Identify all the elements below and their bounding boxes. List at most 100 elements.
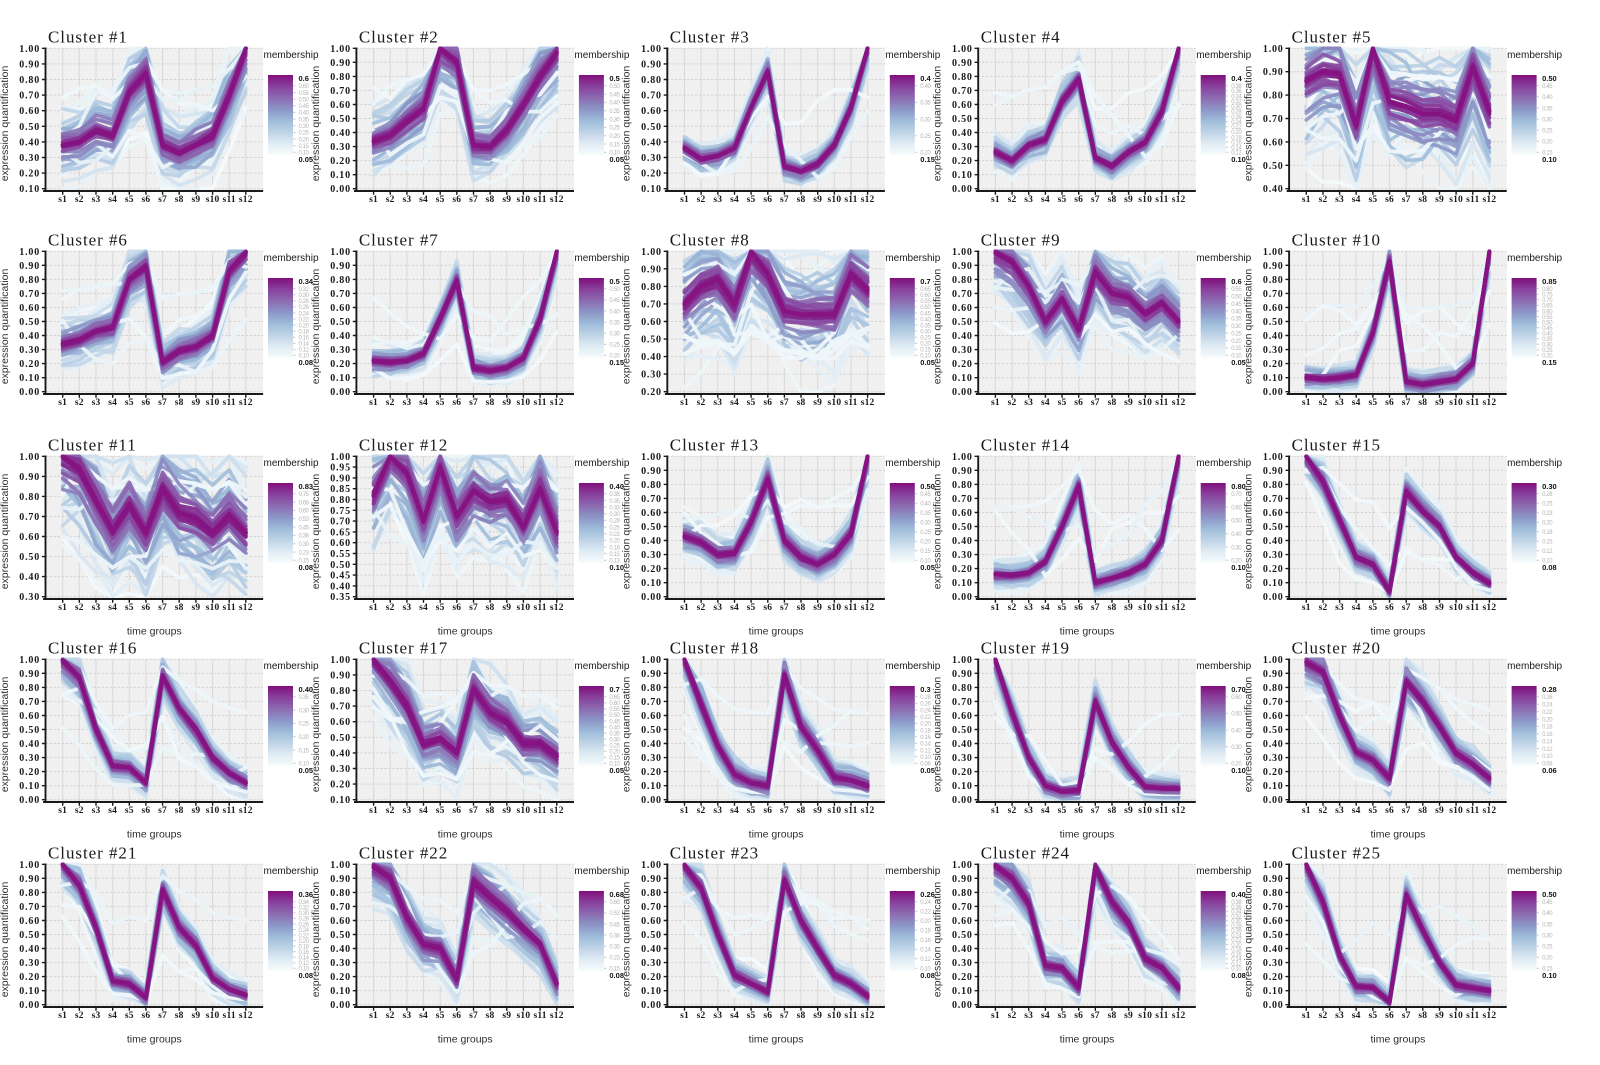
- svg-text:membership: membership: [1196, 50, 1251, 61]
- svg-text:s6: s6: [1074, 806, 1083, 816]
- svg-text:s3: s3: [92, 806, 101, 816]
- svg-text:0.45: 0.45: [920, 492, 931, 498]
- svg-text:s8: s8: [797, 603, 806, 613]
- svg-text:s3: s3: [1024, 603, 1033, 613]
- svg-text:0.28: 0.28: [1542, 685, 1557, 694]
- svg-text:time groups: time groups: [749, 626, 804, 638]
- svg-text:s2: s2: [697, 603, 706, 613]
- svg-text:1.00: 1.00: [19, 452, 40, 463]
- svg-text:0.28: 0.28: [920, 695, 931, 701]
- svg-text:0.16: 0.16: [920, 938, 931, 944]
- svg-text:0.20: 0.20: [952, 972, 973, 983]
- svg-text:0.20: 0.20: [1542, 354, 1553, 360]
- svg-text:s1: s1: [1302, 603, 1311, 613]
- svg-text:membership: membership: [885, 866, 940, 877]
- svg-text:0.24: 0.24: [1231, 933, 1242, 939]
- svg-text:0.00: 0.00: [1263, 795, 1284, 806]
- svg-text:1.00: 1.00: [641, 860, 662, 871]
- svg-text:0.90: 0.90: [952, 874, 973, 885]
- svg-text:1.00: 1.00: [330, 655, 351, 666]
- svg-text:Cluster #25: Cluster #25: [1292, 844, 1381, 863]
- svg-text:s3: s3: [402, 1011, 411, 1021]
- svg-text:s5: s5: [436, 806, 445, 816]
- svg-text:s12: s12: [239, 603, 253, 613]
- svg-text:0.25: 0.25: [1231, 331, 1242, 337]
- svg-text:0.14: 0.14: [920, 948, 931, 954]
- svg-text:0.20: 0.20: [299, 735, 310, 741]
- svg-text:0.30: 0.30: [609, 944, 620, 950]
- svg-text:0.20: 0.20: [1231, 943, 1242, 949]
- svg-text:s8: s8: [1108, 806, 1117, 816]
- svg-text:Cluster #20: Cluster #20: [1292, 639, 1381, 658]
- svg-text:0.40: 0.40: [641, 536, 662, 547]
- svg-text:membership: membership: [264, 50, 319, 61]
- svg-text:0.10: 0.10: [920, 755, 931, 761]
- svg-text:0.35: 0.35: [299, 695, 310, 701]
- svg-text:s8: s8: [797, 1011, 806, 1021]
- svg-text:s3: s3: [1024, 1011, 1033, 1021]
- svg-text:0.40: 0.40: [952, 944, 973, 955]
- svg-text:0.20: 0.20: [609, 539, 620, 545]
- svg-text:0.45: 0.45: [609, 92, 620, 98]
- svg-text:s2: s2: [697, 1011, 706, 1021]
- svg-text:s3: s3: [92, 398, 101, 408]
- svg-text:s4: s4: [1352, 195, 1361, 205]
- svg-text:Cluster #16: Cluster #16: [48, 639, 137, 658]
- svg-text:s2: s2: [1008, 603, 1017, 613]
- svg-text:Cluster #24: Cluster #24: [981, 844, 1070, 863]
- svg-text:0.35: 0.35: [920, 101, 931, 107]
- svg-text:0.80: 0.80: [19, 492, 40, 503]
- svg-text:s6: s6: [141, 1011, 150, 1021]
- svg-text:0.23: 0.23: [299, 550, 310, 556]
- svg-text:0.70: 0.70: [641, 299, 662, 310]
- svg-text:0.80: 0.80: [952, 888, 973, 899]
- svg-text:0.05: 0.05: [1231, 358, 1246, 367]
- svg-text:s10: s10: [1449, 398, 1463, 408]
- svg-text:0.34: 0.34: [1231, 910, 1242, 916]
- svg-text:0.40: 0.40: [641, 739, 662, 750]
- svg-text:0.70: 0.70: [19, 697, 40, 708]
- svg-text:s7: s7: [469, 1011, 478, 1021]
- svg-text:0.85: 0.85: [330, 484, 351, 495]
- svg-text:0.40: 0.40: [1231, 890, 1246, 899]
- svg-text:s8: s8: [797, 195, 806, 205]
- svg-text:s7: s7: [469, 806, 478, 816]
- svg-text:0.60: 0.60: [641, 711, 662, 722]
- svg-text:s4: s4: [1041, 195, 1050, 205]
- svg-text:0.55: 0.55: [920, 299, 931, 305]
- svg-text:0.00: 0.00: [952, 592, 973, 603]
- svg-text:s2: s2: [697, 398, 706, 408]
- svg-text:s8: s8: [1108, 195, 1117, 205]
- svg-text:0.28: 0.28: [1231, 924, 1242, 930]
- svg-text:Cluster #6: Cluster #6: [48, 231, 128, 250]
- svg-text:0.50: 0.50: [1231, 519, 1242, 525]
- svg-text:0.35: 0.35: [299, 117, 310, 123]
- svg-text:0.25: 0.25: [920, 336, 931, 342]
- svg-text:0.15: 0.15: [1542, 967, 1553, 973]
- svg-text:0.90: 0.90: [952, 466, 973, 477]
- svg-text:s7: s7: [780, 398, 789, 408]
- svg-text:0.08: 0.08: [1231, 971, 1246, 980]
- svg-text:s8: s8: [486, 1011, 495, 1021]
- svg-text:0.40: 0.40: [19, 944, 40, 955]
- svg-text:0.30: 0.30: [1542, 343, 1553, 349]
- svg-text:s7: s7: [1091, 603, 1100, 613]
- svg-text:s9: s9: [813, 398, 822, 408]
- svg-text:0.25: 0.25: [609, 126, 620, 132]
- svg-text:0.40: 0.40: [641, 944, 662, 955]
- svg-text:0.30: 0.30: [1231, 105, 1242, 111]
- svg-text:0.40: 0.40: [330, 331, 351, 342]
- svg-text:membership: membership: [885, 253, 940, 264]
- svg-text:s1: s1: [991, 195, 1000, 205]
- svg-text:0.68: 0.68: [299, 500, 310, 506]
- svg-text:0.50: 0.50: [330, 317, 351, 328]
- svg-text:0.22: 0.22: [1542, 710, 1553, 716]
- svg-text:0.10: 0.10: [1542, 155, 1557, 164]
- svg-text:1.00: 1.00: [330, 247, 351, 258]
- svg-text:0.30: 0.30: [1231, 324, 1242, 330]
- svg-text:membership: membership: [1507, 50, 1562, 61]
- svg-text:0.90: 0.90: [641, 669, 662, 680]
- svg-text:0.50: 0.50: [641, 522, 662, 533]
- svg-text:expression quantification: expression quantification: [0, 474, 11, 590]
- svg-text:0.20: 0.20: [19, 359, 40, 370]
